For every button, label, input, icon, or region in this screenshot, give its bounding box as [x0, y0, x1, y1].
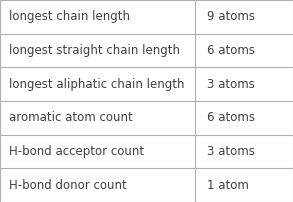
- Text: longest aliphatic chain length: longest aliphatic chain length: [9, 78, 184, 91]
- Text: 9 atoms: 9 atoms: [207, 10, 255, 23]
- Text: 6 atoms: 6 atoms: [207, 111, 255, 124]
- Text: H-bond acceptor count: H-bond acceptor count: [9, 145, 144, 158]
- Text: H-bond donor count: H-bond donor count: [9, 179, 127, 192]
- Text: 3 atoms: 3 atoms: [207, 145, 254, 158]
- Text: 6 atoms: 6 atoms: [207, 44, 255, 57]
- Text: longest chain length: longest chain length: [9, 10, 130, 23]
- Text: longest straight chain length: longest straight chain length: [9, 44, 180, 57]
- Text: aromatic atom count: aromatic atom count: [9, 111, 132, 124]
- Text: 1 atom: 1 atom: [207, 179, 248, 192]
- Text: 3 atoms: 3 atoms: [207, 78, 254, 91]
